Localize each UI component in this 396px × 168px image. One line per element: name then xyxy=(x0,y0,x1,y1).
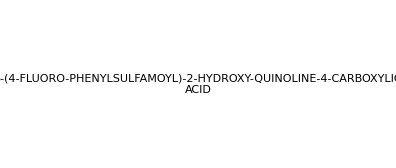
Text: 6-(4-FLUORO-PHENYLSULFAMOYL)-2-HYDROXY-QUINOLINE-4-CARBOXYLIC ACID: 6-(4-FLUORO-PHENYLSULFAMOYL)-2-HYDROXY-Q… xyxy=(0,73,396,95)
